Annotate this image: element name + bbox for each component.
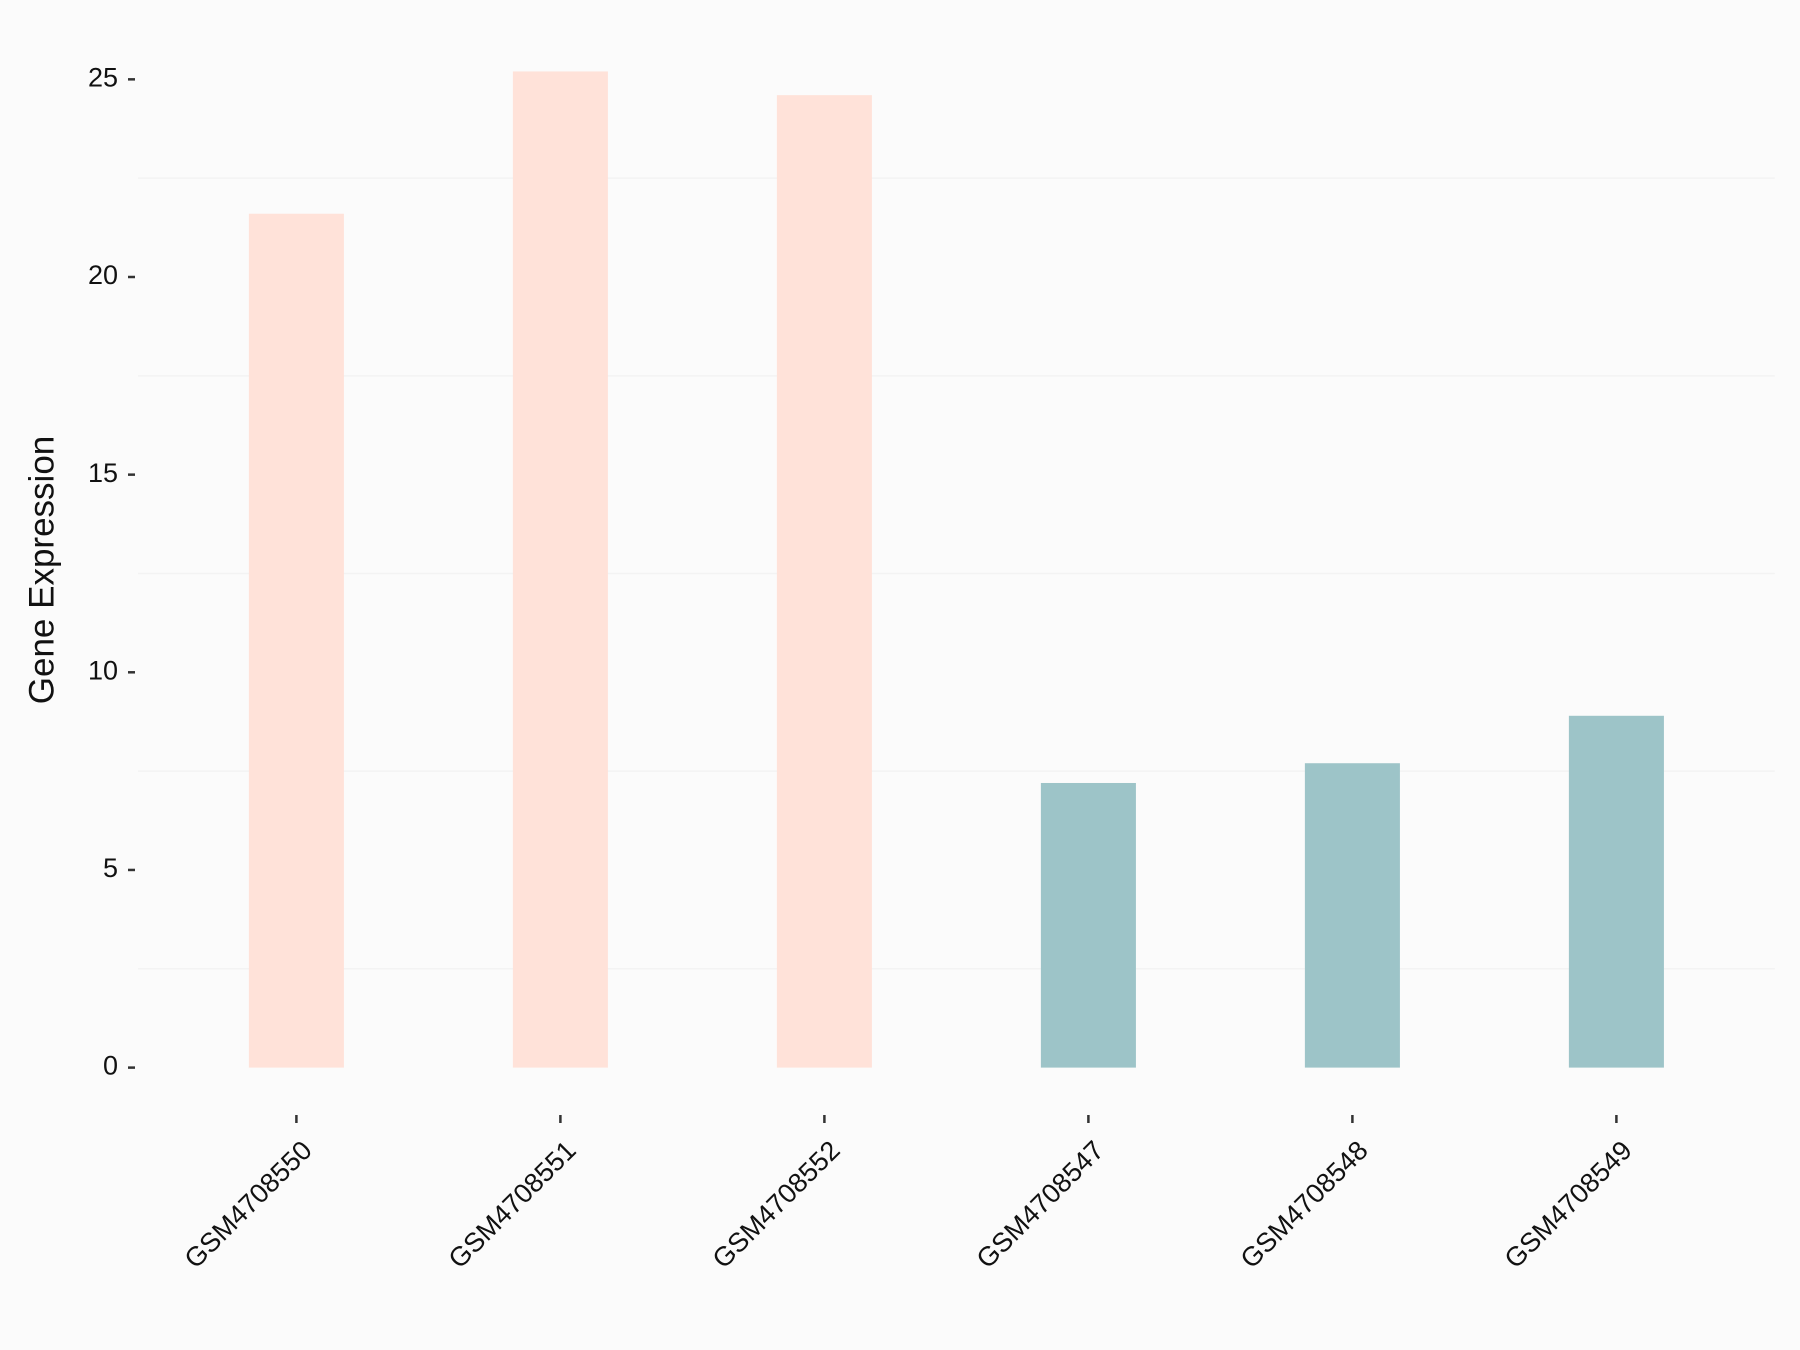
bar (1568, 715, 1664, 1068)
y-tick-label: 10 (88, 655, 118, 685)
y-axis-title: Gene Expression (22, 436, 61, 704)
y-tick-label: 25 (88, 62, 118, 92)
bar (512, 71, 608, 1068)
y-tick-label: 0 (103, 1051, 118, 1081)
bar (248, 213, 344, 1068)
y-tick-label: 15 (88, 458, 118, 488)
y-tick-label: 5 (103, 853, 118, 883)
bar (1304, 763, 1400, 1068)
y-tick-label: 20 (88, 260, 118, 290)
bar (776, 95, 872, 1068)
bar (1040, 782, 1136, 1068)
